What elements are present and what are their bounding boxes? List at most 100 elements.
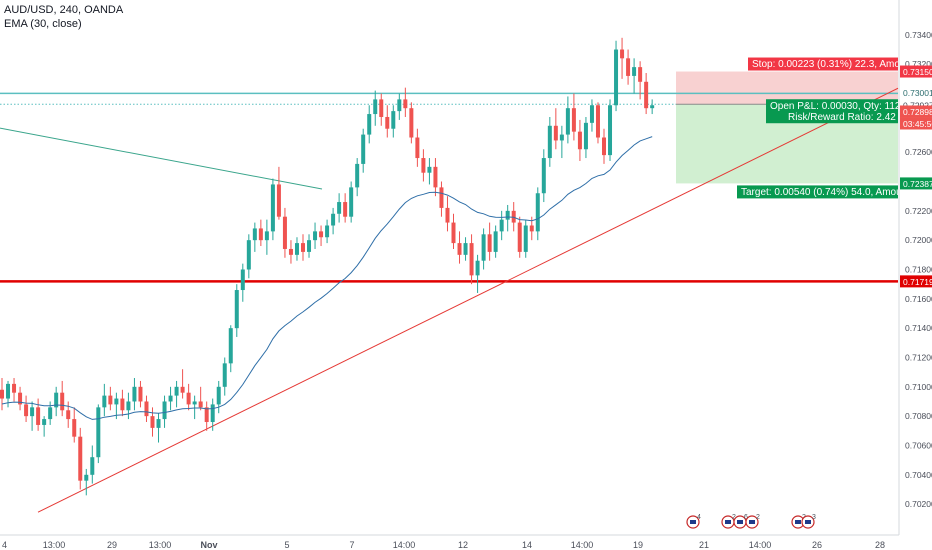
indicator-legend[interactable]: EMA (30, close) [4, 18, 82, 30]
candle-body [403, 99, 408, 109]
candle-body [535, 193, 540, 232]
target-label-text: Target: 0.00540 (0.74%) 54.0, Amount: 1( [741, 187, 925, 198]
target-label: Target: 0.00540 (0.74%) 54.0, Amount: 1( [737, 185, 925, 199]
candle-body [650, 105, 655, 109]
support-tag[interactable] [900, 275, 932, 288]
candle-body [12, 383, 17, 393]
candle-body [114, 398, 119, 405]
symbol-title[interactable]: AUD/USD, 240, OANDA [4, 4, 124, 16]
time-axis[interactable]: 13:00 29 13:00 Nov 5 7 14:00 12 14 14:00 19 21 14:00… [0, 534, 899, 550]
economic-events[interactable]: 426223 [686, 514, 816, 529]
candle-body [54, 392, 59, 408]
candle-body [487, 234, 492, 252]
stop-tag-text: 0.73150 [903, 67, 932, 77]
pnl-label: Open P&L: 0.00030, Qty: 112107Risk/Rewar… [766, 99, 918, 124]
candle-body [42, 419, 47, 425]
ascending-trendline[interactable] [37, 87, 899, 513]
candle-body [144, 401, 149, 417]
candle-body [60, 392, 65, 411]
current-price-tag[interactable] [900, 105, 932, 118]
time-tick-label: 12 [458, 540, 468, 550]
candle-body [216, 386, 221, 405]
event-count: 4 [697, 514, 701, 521]
target-tag-text: 0.72387 [903, 179, 932, 189]
candle-body [90, 457, 95, 475]
candle-body [632, 67, 637, 76]
candle-body [198, 401, 203, 408]
candle-body [385, 116, 390, 129]
target-tag[interactable] [900, 177, 932, 190]
candle-body [186, 392, 191, 405]
candle-body [204, 407, 209, 423]
candle-body [168, 395, 173, 402]
candle-body [343, 202, 348, 217]
candle-body [493, 231, 498, 252]
event-flag-stripe-icon [737, 520, 743, 524]
event-flag-stripe-icon [795, 520, 801, 524]
candle-body [349, 187, 354, 217]
candle-body [367, 114, 372, 135]
candle-body [331, 213, 336, 226]
candle-body [294, 243, 299, 255]
event-count: 6 [744, 514, 748, 521]
candle-body [108, 395, 113, 405]
candle-body [439, 187, 444, 208]
candle-body [301, 243, 305, 252]
current-price-tag-text: 0.72898 [903, 107, 932, 117]
candle-body [228, 328, 233, 364]
event-flag-stripe-icon [805, 520, 811, 524]
candle-body [463, 243, 468, 255]
candle-body [433, 166, 438, 188]
candle-body [583, 122, 588, 150]
pnl-box [766, 99, 898, 124]
candle-body [523, 225, 528, 252]
candle-body [246, 240, 251, 270]
candle-body [264, 231, 269, 241]
candle-body [547, 125, 552, 159]
candle-body [325, 225, 330, 238]
candle-body [541, 158, 546, 194]
risk-reward-text: Risk/Reward Ratio: 2.42 [788, 112, 896, 123]
countdown-text: 03:45:56 [903, 119, 932, 129]
risk-reward-zones[interactable] [676, 71, 898, 184]
time-tick-label: Nov [200, 540, 217, 550]
candle-body [589, 105, 594, 123]
stop-tag[interactable] [900, 65, 932, 78]
candle-body [481, 234, 486, 261]
candle-body [529, 225, 534, 232]
candle-body [78, 436, 83, 481]
stop-label-text: Stop: 0.00223 (0.31%) 22.3, Amount: 2 [752, 59, 925, 70]
candle-body [30, 407, 35, 417]
descending-trendline[interactable] [0, 127, 323, 190]
candle-body [638, 67, 643, 82]
candle-body [379, 99, 384, 117]
candle-body [319, 231, 324, 238]
candle-body [210, 404, 215, 423]
candle-body [282, 216, 287, 249]
time-tick-label: 14:00 [571, 540, 594, 550]
candle-body [499, 219, 504, 232]
time-tick-label: 19 [633, 540, 643, 550]
candle-body [192, 401, 197, 405]
price-axis[interactable]: 0.734000.732000.730000.728000.726000.724… [898, 0, 932, 535]
candle-body [620, 49, 625, 59]
time-tick-label: 29 [107, 540, 117, 550]
drawn-lines[interactable] [0, 87, 899, 513]
resistance-tag[interactable] [900, 86, 932, 99]
candle-body [276, 184, 281, 217]
event-count: 2 [756, 514, 760, 521]
candle-body [505, 210, 510, 220]
candle-body [120, 398, 125, 411]
candle-body [174, 386, 179, 396]
stop-loss-zone[interactable] [676, 71, 898, 105]
candle-body [234, 290, 239, 329]
